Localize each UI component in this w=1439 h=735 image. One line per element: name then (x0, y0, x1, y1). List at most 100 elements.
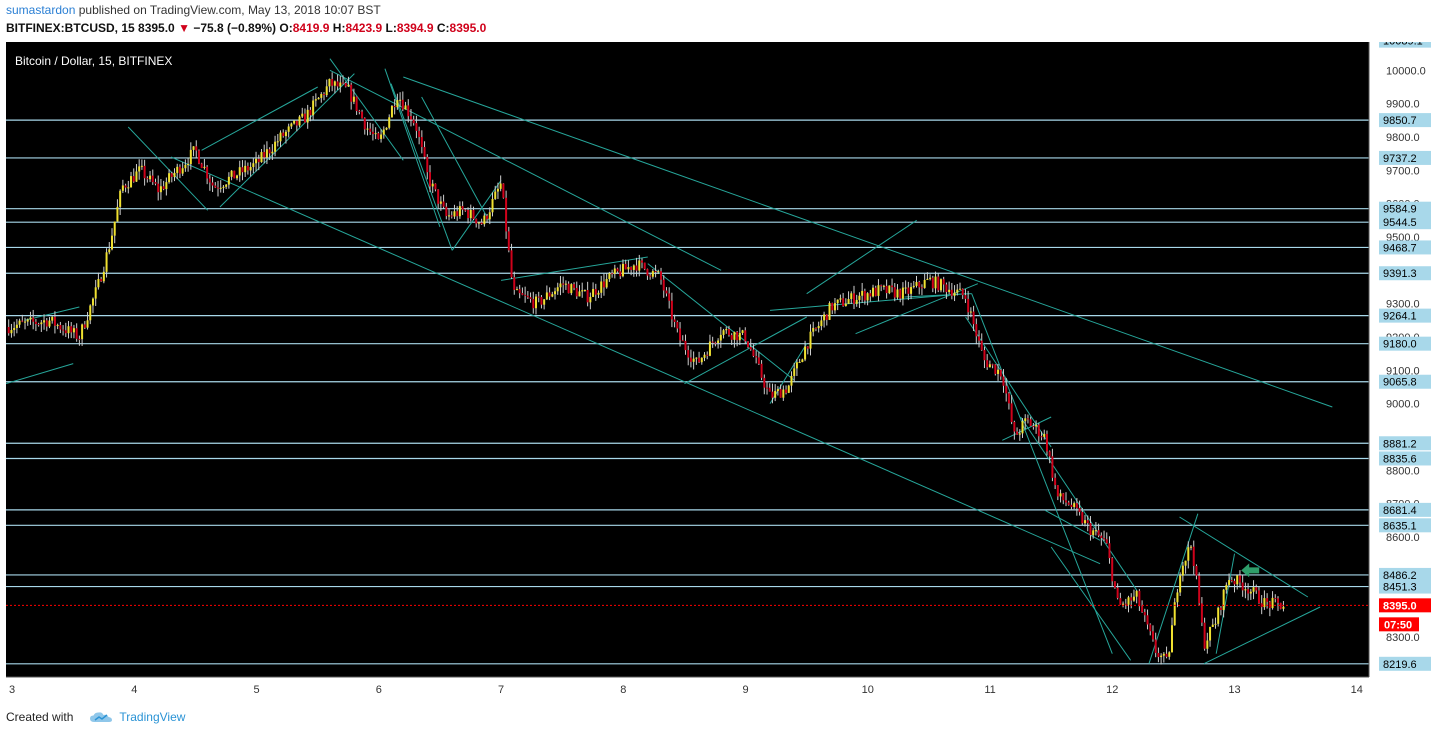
trend-line (1179, 516, 1309, 598)
candle-body (108, 249, 111, 253)
trend-line (451, 180, 502, 251)
candle-body (333, 81, 336, 86)
candle-body (502, 183, 505, 198)
candle-body (649, 275, 652, 277)
candle-body (1051, 456, 1054, 478)
candle-body (7, 327, 10, 334)
candle-body (850, 293, 853, 300)
price-chart[interactable]: Bitcoin / Dollar, 15, BITFINEX 8300.0860… (6, 42, 1433, 701)
candle-body (388, 117, 391, 128)
candle-body (282, 132, 285, 137)
tradingview-link[interactable]: TradingView (79, 710, 185, 724)
candle-body (1081, 512, 1084, 524)
candle-body (1263, 598, 1266, 608)
candle-body (102, 271, 105, 282)
level-price-tag (1379, 502, 1431, 517)
candle-body (309, 109, 312, 116)
published-text: published on TradingView.com, May 13, 20… (78, 3, 381, 17)
candle-body (969, 311, 972, 313)
candle-body (939, 279, 942, 291)
candle-body (624, 263, 627, 270)
candle-body (543, 299, 546, 305)
candle-body (18, 320, 21, 325)
candle-body (404, 105, 407, 110)
candle-body (706, 354, 709, 356)
candle-body (1146, 615, 1149, 625)
candle-body (1276, 598, 1279, 603)
y-tick-label: 9900.0 (1386, 99, 1420, 111)
candle-body (255, 158, 258, 164)
candle-body (1279, 602, 1282, 609)
candle-body (491, 198, 494, 213)
level-price-label: 8681.4 (1383, 505, 1417, 517)
candle-body (956, 289, 959, 293)
candle-body (719, 334, 722, 341)
candle-body (564, 283, 567, 285)
candle-body (249, 166, 252, 171)
candle-body (733, 331, 736, 340)
candle-body (619, 271, 622, 277)
candle-body (168, 173, 171, 183)
candle-body (510, 250, 513, 278)
candle-body (445, 206, 448, 217)
candle-body (1260, 603, 1263, 608)
x-tick-label: 5 (254, 684, 260, 696)
candle-body (507, 231, 510, 251)
candle-body (1165, 653, 1168, 657)
candle-body (45, 320, 48, 327)
candle-body (78, 338, 81, 340)
candle-body (882, 285, 885, 287)
candle-body (97, 278, 100, 288)
level-price-label: 9737.2 (1383, 153, 1417, 165)
candle-body (964, 295, 967, 299)
candle-body (812, 327, 815, 332)
last-price: 8395.0 (138, 21, 175, 35)
candle-body (991, 364, 994, 366)
candle-body (1045, 433, 1048, 452)
trend-line (1020, 416, 1138, 591)
candle-body (396, 100, 399, 108)
candle-body (529, 297, 532, 299)
candle-body (399, 99, 402, 101)
level-price-label: 9468.7 (1383, 242, 1417, 254)
candle-body (741, 330, 744, 333)
author-link[interactable]: sumastardon (6, 3, 76, 17)
candle-body (371, 131, 374, 135)
candle-body (195, 146, 198, 151)
level-price-tag (1379, 567, 1431, 582)
candle-body (1206, 640, 1209, 649)
candle-body (1005, 385, 1008, 394)
y-tick-label: 9000.0 (1386, 399, 1420, 411)
candle-body (695, 357, 698, 359)
candle-body (415, 123, 418, 131)
candle-body (423, 147, 426, 157)
candle-body (1018, 433, 1021, 435)
candle-body (1228, 580, 1231, 585)
candle-body (958, 288, 961, 290)
candle-body (170, 173, 173, 177)
candle-body (1054, 477, 1057, 486)
candle-body (189, 149, 192, 165)
candle-body (1162, 653, 1165, 656)
candle-body (135, 171, 138, 182)
candle-body (820, 320, 823, 327)
candle-body (891, 285, 894, 288)
candle-body (56, 324, 59, 326)
candle-body (475, 218, 478, 224)
level-price-tag (1379, 451, 1431, 466)
candle-body (983, 350, 986, 361)
candle-body (1100, 535, 1103, 539)
candle-body (43, 320, 46, 323)
candle-body (703, 354, 706, 358)
candle-body (110, 235, 113, 250)
chart-area[interactable]: Bitcoin / Dollar, 15, BITFINEX 8300.0 860… (6, 42, 1433, 701)
candle-body (40, 322, 43, 325)
level-price-label: 9065.8 (1383, 377, 1417, 389)
candle-body (757, 357, 760, 364)
level-price-tag (1379, 656, 1431, 671)
level-price-tag (1379, 374, 1431, 389)
candle-body (836, 299, 839, 304)
x-tick-label: 12 (1106, 684, 1118, 696)
time-axis-bg (6, 677, 1433, 701)
candle-body (276, 141, 279, 143)
